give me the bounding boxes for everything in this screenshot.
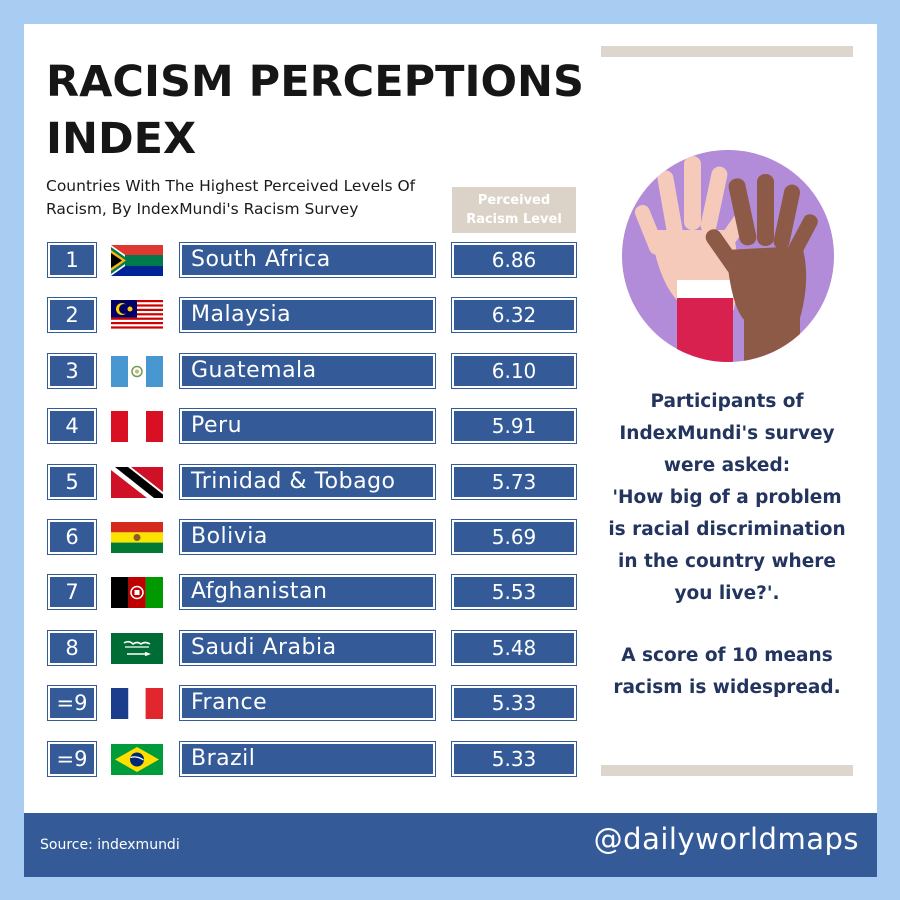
racism-level-value: 5.33 [451,741,577,777]
rank-cell: 5 [47,464,97,500]
south-africa-flag-icon [111,245,163,276]
saudi-arabia-flag-icon [111,633,163,664]
top-divider-bar [601,46,853,57]
racism-level-value: 5.33 [451,685,577,721]
country-name: France [179,685,436,721]
bottom-divider-bar [601,765,853,776]
table-row: 4 Peru 5.91 [24,408,877,444]
page-title: RACISM PERCEPTIONS INDEX [46,57,584,164]
malaysia-flag-icon [111,300,163,331]
table-row: 3 Guatemala 6.10 [24,353,877,389]
racism-level-value: 5.53 [451,574,577,610]
racism-level-value: 6.86 [451,242,577,278]
guatemala-flag-icon [111,356,163,387]
table-row: 7 Afghanistan 5.53 [24,574,877,610]
racism-level-value: 6.32 [451,297,577,333]
country-name: South Africa [179,242,436,278]
rank-cell: 8 [47,630,97,666]
rank-cell: 4 [47,408,97,444]
rank-cell: 2 [47,297,97,333]
raised-hands-illustration [622,150,834,362]
racism-level-value: 5.73 [451,464,577,500]
racism-level-value: 6.10 [451,353,577,389]
social-handle: @dailyworldmaps [593,822,859,856]
france-flag-icon [111,688,163,719]
bolivia-flag-icon [111,522,163,553]
rank-cell: 3 [47,353,97,389]
table-row: =9 Brazil 5.33 [24,741,877,777]
table-row: 8 Saudi Arabia 5.48 [24,630,877,666]
table-row: 1 South Africa 6.86 [24,242,877,278]
rank-cell: =9 [47,741,97,777]
survey-question: Participants of IndexMundi's survey were… [608,391,846,604]
column-header-perceived-racism-level: Perceived Racism Level [452,187,576,233]
country-name: Bolivia [179,519,436,555]
table-row: =9 France 5.33 [24,685,877,721]
table-row: 6 Bolivia 5.69 [24,519,877,555]
rank-cell: 7 [47,574,97,610]
footer: Source: indexmundi @dailyworldmaps [24,813,877,877]
rank-cell: 1 [47,242,97,278]
country-name: Brazil [179,741,436,777]
racism-level-value: 5.69 [451,519,577,555]
raised-hands-icon [634,156,818,362]
country-name: Guatemala [179,353,436,389]
survey-info-text: Participants of IndexMundi's survey were… [601,386,853,704]
racism-level-value: 5.91 [451,408,577,444]
rank-cell: =9 [47,685,97,721]
rank-cell: 6 [47,519,97,555]
country-name: Afghanistan [179,574,436,610]
source-text: Source: indexmundi [40,837,180,853]
country-name: Trinidad & Tobago [179,464,436,500]
country-name: Saudi Arabia [179,630,436,666]
afghanistan-flag-icon [111,577,163,608]
peru-flag-icon [111,411,163,442]
subtitle: Countries With The Highest Perceived Lev… [46,177,416,218]
racism-level-value: 5.48 [451,630,577,666]
infographic-card: RACISM PERCEPTIONS INDEX Countries With … [24,24,877,877]
trinidad-tobago-flag-icon [111,467,163,498]
table-row: 5 Trinidad & Tobago 5.73 [24,464,877,500]
country-name: Malaysia [179,297,436,333]
table-row: 2 Malaysia 6.32 [24,297,877,333]
brazil-flag-icon [111,744,163,775]
scale-note: A score of 10 means racism is widespread… [613,645,841,698]
country-name: Peru [179,408,436,444]
